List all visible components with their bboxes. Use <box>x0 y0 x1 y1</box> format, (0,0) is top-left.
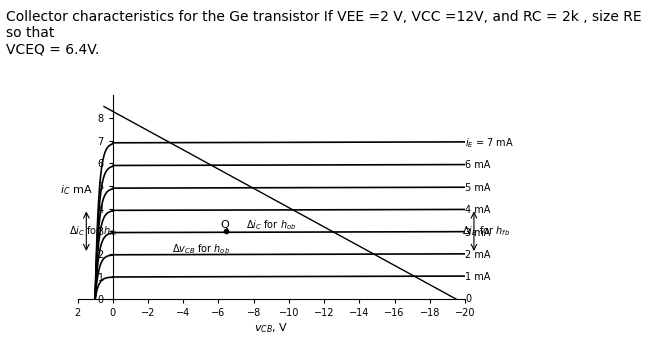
Text: 0: 0 <box>465 294 471 304</box>
Text: 6 mA: 6 mA <box>465 160 490 170</box>
Text: 1 mA: 1 mA <box>465 272 490 282</box>
Text: Collector characteristics for the Ge transistor If VEE =2 V, VCC =12V, and RC = : Collector characteristics for the Ge tra… <box>6 10 642 56</box>
Y-axis label: $i_C$ mA: $i_C$ mA <box>60 183 93 197</box>
Text: $\Delta v_{CB}$ for $h_{ob}$: $\Delta v_{CB}$ for $h_{ob}$ <box>172 242 230 256</box>
Text: 4 mA: 4 mA <box>465 205 490 215</box>
Text: $\Delta i_C$ for $h_{ob}$: $\Delta i_C$ for $h_{ob}$ <box>246 218 297 232</box>
Text: $\Delta i_C$ for $h_{fb}$: $\Delta i_C$ for $h_{fb}$ <box>69 224 118 238</box>
Text: $i_E$ = 7 mA: $i_E$ = 7 mA <box>465 136 514 150</box>
Text: 2 mA: 2 mA <box>465 250 490 260</box>
Text: $\Delta i_E$ for $h_{fb}$: $\Delta i_E$ for $h_{fb}$ <box>462 224 510 238</box>
Text: Q: Q <box>220 220 229 230</box>
Text: 3 mA: 3 mA <box>465 227 490 238</box>
Text: 5 mA: 5 mA <box>465 183 490 193</box>
X-axis label: $v_{CB}$, V: $v_{CB}$, V <box>254 321 289 335</box>
